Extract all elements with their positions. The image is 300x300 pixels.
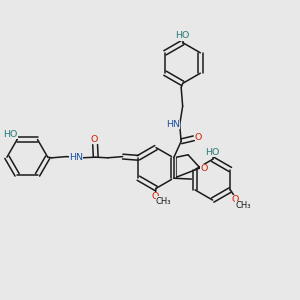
- Text: CH₃: CH₃: [156, 196, 171, 206]
- Text: O: O: [231, 195, 239, 204]
- Text: O: O: [152, 192, 159, 201]
- Text: HO: HO: [206, 148, 220, 157]
- Text: O: O: [195, 133, 202, 142]
- Text: HO: HO: [3, 130, 18, 139]
- Text: HN: HN: [69, 153, 83, 162]
- Text: HN: HN: [167, 120, 180, 129]
- Text: O: O: [91, 135, 98, 144]
- Text: CH₃: CH₃: [235, 201, 251, 210]
- Text: HO: HO: [176, 32, 190, 40]
- Text: O: O: [200, 164, 208, 173]
